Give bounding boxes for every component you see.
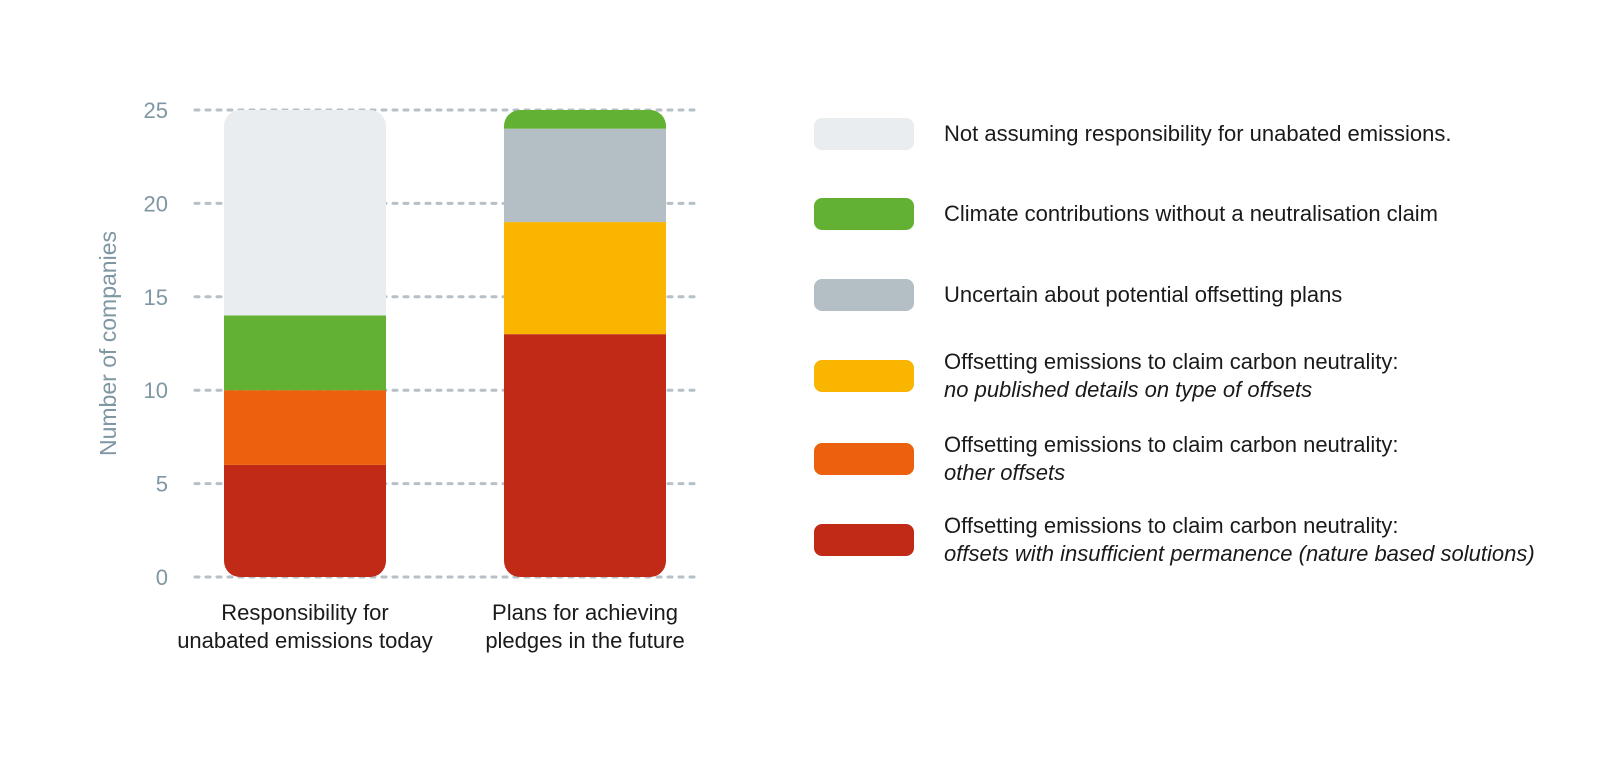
y-tick-label: 10 <box>144 378 168 403</box>
legend-item-uncertain: Uncertain about potential offsetting pla… <box>814 279 1342 311</box>
legend-label-main: Not assuming responsibility for unabated… <box>944 121 1452 146</box>
legend-swatch <box>814 360 914 392</box>
bars <box>224 110 666 577</box>
legend-label-detail: no published details on type of offsets <box>944 377 1313 402</box>
legend-label: Climate contributions without a neutrali… <box>944 200 1438 228</box>
y-tick-label: 15 <box>144 285 168 310</box>
legend-swatch <box>814 443 914 475</box>
legend-label-main: Climate contributions without a neutrali… <box>944 201 1439 226</box>
bar-segment-nodetails <box>504 222 666 335</box>
legend-label: Offsetting emissions to claim carbon neu… <box>944 348 1398 404</box>
legend-item-nodetails: Offsetting emissions to claim carbon neu… <box>814 348 1398 404</box>
legend-label: Uncertain about potential offsetting pla… <box>944 281 1342 309</box>
legend-label: Offsetting emissions to claim carbon neu… <box>944 431 1398 487</box>
legend-item-permanence: Offsetting emissions to claim carbon neu… <box>814 512 1535 568</box>
y-tick-label: 5 <box>156 472 168 497</box>
bar-segment-other <box>224 390 386 465</box>
legend-swatch <box>814 524 914 556</box>
legend-item-climate: Climate contributions without a neutrali… <box>814 198 1438 230</box>
y-tick-label: 25 <box>144 98 168 123</box>
bar-segment-uncertain <box>504 128 666 223</box>
legend-label-main: Offsetting emissions to claim carbon neu… <box>944 432 1399 457</box>
legend-swatch <box>814 279 914 311</box>
y-axis-ticks: 0 5 10 15 20 25 <box>144 98 168 590</box>
bar-stack <box>504 110 666 577</box>
x-axis-labels: Responsibility for unabated emissions tod… <box>177 600 685 653</box>
bar-segment-climate <box>224 315 386 391</box>
y-tick-label: 0 <box>156 565 168 590</box>
bar-stack <box>224 110 386 577</box>
bar-segment-permanence <box>504 334 666 577</box>
legend-swatch <box>814 118 914 150</box>
legend-label: Not assuming responsibility for unabated… <box>944 120 1451 148</box>
legend-item-other: Offsetting emissions to claim carbon neu… <box>814 431 1398 487</box>
legend-label-detail: other offsets <box>944 460 1066 485</box>
legend-item-notassuming: Not assuming responsibility for unabated… <box>814 118 1451 150</box>
legend-label-detail: offsets with insufficient permanence (na… <box>944 541 1535 566</box>
bar-segment-notassuming <box>224 110 386 316</box>
legend-label-main: Offsetting emissions to claim carbon neu… <box>944 513 1399 538</box>
legend-label: Offsetting emissions to claim carbon neu… <box>944 512 1535 568</box>
legend-label-main: Offsetting emissions to claim carbon neu… <box>944 349 1399 374</box>
x-tick-label: Responsibility for unabated emissions tod… <box>177 600 433 653</box>
y-axis-label: Number of companies <box>95 231 121 456</box>
bar-segment-permanence <box>224 464 386 577</box>
stacked-bar-chart: 0 5 10 15 20 25 Number of companies Responsib… <box>95 98 697 653</box>
legend-label-main: Uncertain about potential offsetting pla… <box>944 282 1343 307</box>
x-tick-label: Plans for achieving pledges in the future <box>485 600 684 653</box>
legend-swatch <box>814 198 914 230</box>
y-tick-label: 20 <box>144 191 168 216</box>
bar-segment-climate <box>504 110 666 129</box>
